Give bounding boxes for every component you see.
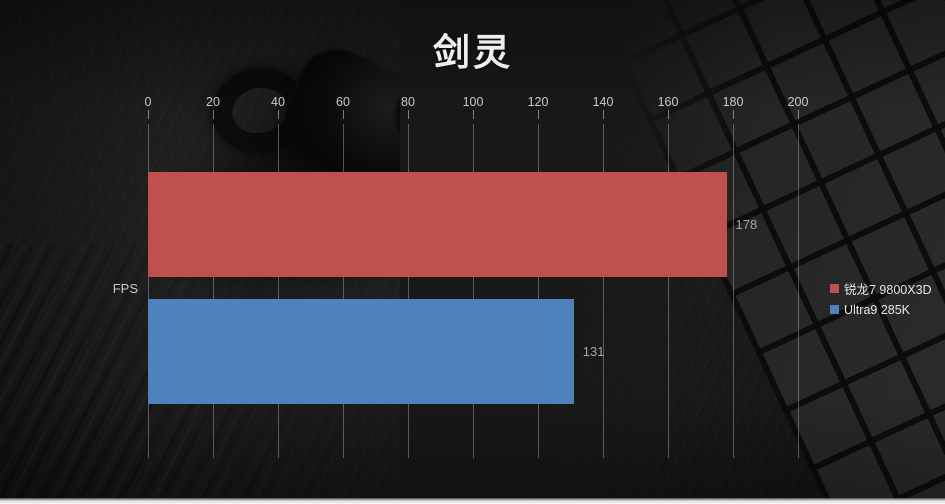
x-tick-label: 120 xyxy=(527,95,549,109)
x-tick-mark xyxy=(212,110,214,119)
x-tick-mark xyxy=(667,110,669,119)
x-tick-mark xyxy=(602,110,604,119)
x-tick-label: 0 xyxy=(144,95,152,109)
bar-value-label: 131 xyxy=(582,344,605,359)
x-tick-label: 40 xyxy=(271,95,285,109)
legend-swatch-blue xyxy=(830,305,839,314)
chart-title: 剑灵 xyxy=(433,32,513,73)
legend: 锐龙7 9800X3D Ultra9 285K xyxy=(830,281,932,317)
bar-9800x3d xyxy=(148,172,727,277)
x-tick-mark xyxy=(277,110,279,119)
x-tick-label: 200 xyxy=(787,95,809,109)
x-tick-label: 180 xyxy=(722,95,744,109)
bar-row-ultra9-285k: 131 xyxy=(148,299,798,404)
bar-ultra9-285k xyxy=(148,299,574,404)
bar-row-9800x3d: 178 xyxy=(148,172,798,277)
legend-label: 锐龙7 9800X3D xyxy=(844,283,932,297)
legend-item-ultra9-285k: Ultra9 285K xyxy=(830,302,932,317)
x-tick-mark xyxy=(797,110,799,119)
x-tick-mark xyxy=(472,110,474,119)
legend-swatch-red xyxy=(830,284,839,293)
x-tick-label: 60 xyxy=(336,95,350,109)
legend-label: Ultra9 285K xyxy=(844,302,911,317)
x-tick-label: 20 xyxy=(206,95,220,109)
gridline xyxy=(147,124,149,458)
x-tick-label: 140 xyxy=(592,95,614,109)
x-tick-mark xyxy=(147,110,149,119)
x-tick-label: 160 xyxy=(657,95,679,109)
legend-item-9800x3d: 锐龙7 9800X3D xyxy=(830,281,932,297)
x-tick-mark xyxy=(732,110,734,119)
x-tick-mark xyxy=(342,110,344,119)
x-tick-mark xyxy=(407,110,409,119)
x-tick-label: 80 xyxy=(401,95,415,109)
bar-value-label: 178 xyxy=(735,217,758,232)
y-axis-category-label: FPS xyxy=(112,281,138,296)
x-tick-label: 100 xyxy=(462,95,484,109)
x-tick-mark xyxy=(537,110,539,119)
